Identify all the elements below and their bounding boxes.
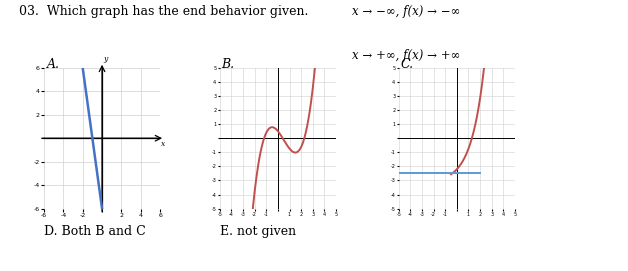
Text: A.: A. <box>47 58 60 71</box>
Text: E. not given: E. not given <box>220 225 296 238</box>
Text: 03.  Which graph has the end behavior given.: 03. Which graph has the end behavior giv… <box>19 5 308 18</box>
Text: B.: B. <box>222 58 235 71</box>
Text: x → +∞, f(x) → +∞: x → +∞, f(x) → +∞ <box>352 49 460 62</box>
Text: y: y <box>104 55 107 63</box>
Text: C.: C. <box>401 58 414 71</box>
Text: x: x <box>161 140 165 149</box>
Text: x → −∞, f(x) → −∞: x → −∞, f(x) → −∞ <box>352 5 460 18</box>
Text: D. Both B and C: D. Both B and C <box>44 225 146 238</box>
